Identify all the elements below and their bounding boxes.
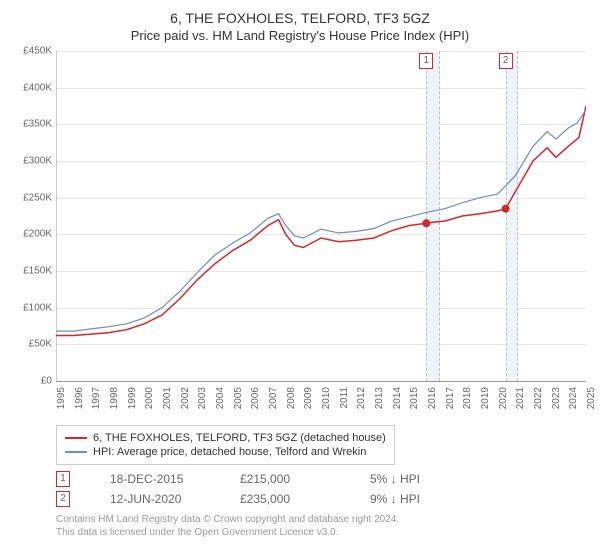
x-tick-label: 2013 xyxy=(374,387,385,409)
x-axis: 1995 1996 1997 1998 1999 2000 2001 2002 2003 2004… xyxy=(56,385,586,421)
sale-marker: 1 xyxy=(56,471,70,487)
legend-item: 6, THE FOXHOLES, TELFORD, TF3 5GZ (detac… xyxy=(65,432,386,444)
legend-swatch xyxy=(65,451,87,453)
y-tick-label: £400K xyxy=(23,82,52,93)
legend-label: 6, THE FOXHOLES, TELFORD, TF3 5GZ (detac… xyxy=(93,432,386,444)
footer-line: Contains HM Land Registry data © Crown c… xyxy=(56,513,590,526)
y-tick-label: £50K xyxy=(29,339,52,350)
y-tick-label: £300K xyxy=(23,156,52,167)
chart-container: 6, THE FOXHOLES, TELFORD, TF3 5GZ Price … xyxy=(0,0,600,543)
y-tick-label: £250K xyxy=(23,192,52,203)
x-tick-label: 1997 xyxy=(91,387,102,409)
sale-marker: 2 xyxy=(499,53,513,69)
x-tick-label: 2015 xyxy=(409,387,420,409)
y-tick-label: £0 xyxy=(41,376,52,387)
x-tick-label: 2005 xyxy=(233,387,244,409)
x-tick-label: 2004 xyxy=(215,387,226,409)
x-tick-label: 2014 xyxy=(392,387,403,409)
x-tick-label: 2012 xyxy=(356,387,367,409)
x-tick-label: 1999 xyxy=(127,387,138,409)
y-tick-label: £450K xyxy=(23,46,52,57)
x-tick-label: 2023 xyxy=(551,387,562,409)
x-tick-label: 1995 xyxy=(56,387,67,409)
y-axis: £0£50K£100K£150K£200K£250K£300K£350K£400… xyxy=(10,51,54,381)
footer-line: This data is licensed under the Open Gov… xyxy=(56,526,590,539)
sale-row: 2 12-JUN-2020 £235,000 9% ↓ HPI xyxy=(56,491,590,507)
y-tick-label: £100K xyxy=(23,302,52,313)
x-tick-label: 2021 xyxy=(515,387,526,409)
chart-subtitle: Price paid vs. HM Land Registry's House … xyxy=(10,28,590,43)
footer: Contains HM Land Registry data © Crown c… xyxy=(56,513,590,539)
x-tick-label: 2003 xyxy=(197,387,208,409)
sale-date: 18-DEC-2015 xyxy=(110,472,200,486)
y-tick-label: £350K xyxy=(23,119,52,130)
sale-delta: 9% ↓ HPI xyxy=(370,492,460,506)
x-tick-label: 2001 xyxy=(162,387,173,409)
legend: 6, THE FOXHOLES, TELFORD, TF3 5GZ (detac… xyxy=(56,425,395,465)
x-tick-label: 2020 xyxy=(498,387,509,409)
chart-lines xyxy=(56,51,586,381)
y-tick-label: £200K xyxy=(23,229,52,240)
x-tick-label: 2010 xyxy=(321,387,332,409)
x-tick-label: 2000 xyxy=(144,387,155,409)
x-tick-label: 2011 xyxy=(339,387,350,409)
sale-date: 12-JUN-2020 xyxy=(110,492,200,506)
x-tick-label: 2006 xyxy=(250,387,261,409)
x-tick-label: 2019 xyxy=(480,387,491,409)
sale-marker: 2 xyxy=(56,491,70,507)
x-tick-label: 2008 xyxy=(286,387,297,409)
sale-price: £215,000 xyxy=(240,472,330,486)
sale-price: £235,000 xyxy=(240,492,330,506)
x-tick-label: 2017 xyxy=(445,387,456,409)
x-tick-label: 2016 xyxy=(427,387,438,409)
legend-label: HPI: Average price, detached house, Telf… xyxy=(93,446,366,458)
x-tick-label: 2007 xyxy=(268,387,279,409)
y-tick-label: £150K xyxy=(23,266,52,277)
x-tick-label: 2018 xyxy=(462,387,473,409)
x-tick-label: 2002 xyxy=(180,387,191,409)
plot-area: £0£50K£100K£150K£200K£250K£300K£350K£400… xyxy=(56,51,586,381)
sale-marker: 1 xyxy=(419,53,433,69)
x-tick-label: 2025 xyxy=(586,387,597,409)
x-tick-label: 2022 xyxy=(533,387,544,409)
sale-row: 1 18-DEC-2015 £215,000 5% ↓ HPI xyxy=(56,471,590,487)
x-tick-label: 1996 xyxy=(74,387,85,409)
chart-title: 6, THE FOXHOLES, TELFORD, TF3 5GZ xyxy=(10,10,590,26)
legend-item: HPI: Average price, detached house, Telf… xyxy=(65,446,386,458)
sale-delta: 5% ↓ HPI xyxy=(370,472,460,486)
sales-table: 1 18-DEC-2015 £215,000 5% ↓ HPI 2 12-JUN-2020… xyxy=(56,471,590,507)
x-tick-label: 1998 xyxy=(109,387,120,409)
x-tick-label: 2009 xyxy=(303,387,314,409)
legend-swatch xyxy=(65,437,87,439)
x-tick-label: 2024 xyxy=(568,387,579,409)
